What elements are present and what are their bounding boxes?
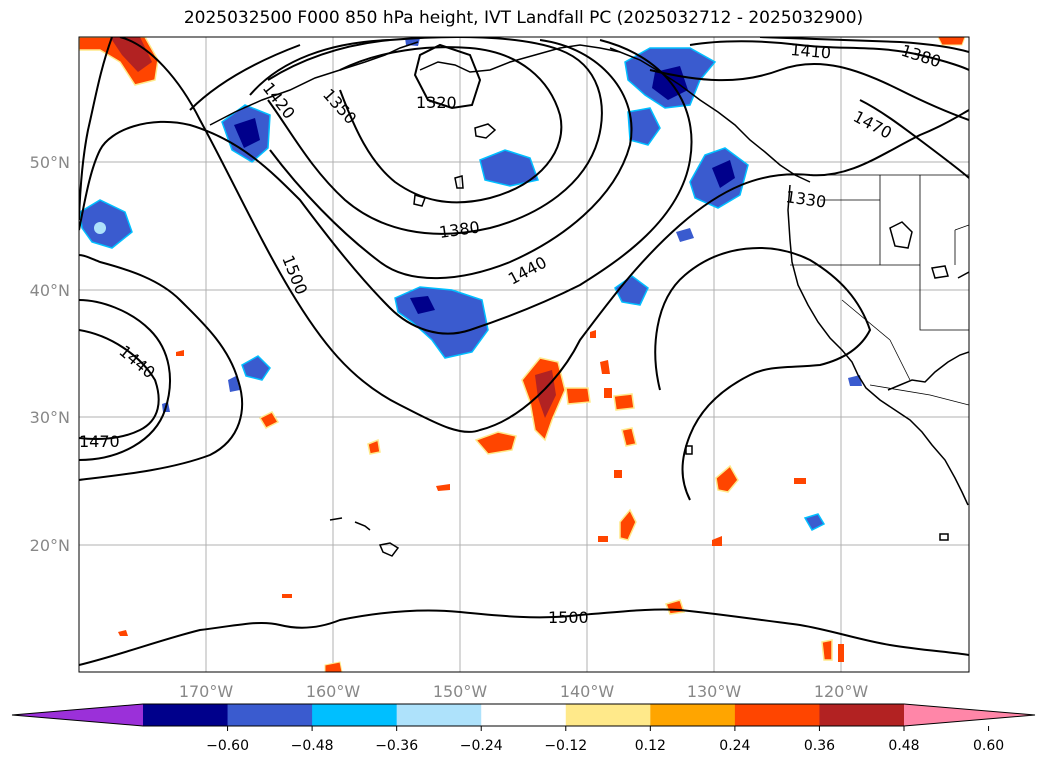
lon-label: 150°W	[433, 682, 488, 701]
colorbar-tick-label: 0.24	[719, 738, 750, 754]
map-frame	[78, 36, 970, 673]
lat-label: 40°N	[30, 281, 70, 300]
colorbar-segment	[396, 704, 482, 726]
colorbar-tick-label: 0.48	[888, 738, 919, 754]
colorbar-tick-label: −0.60	[206, 738, 249, 754]
lat-label: 50°N	[30, 153, 70, 172]
lon-label: 120°W	[814, 682, 869, 701]
colorbar-tick-label: −0.12	[544, 738, 587, 754]
colorbar-outline	[11, 703, 1036, 727]
colorbar-extend-min	[12, 704, 143, 726]
colorbar-segment	[650, 704, 736, 726]
lon-label: 140°W	[560, 682, 615, 701]
colorbar-tick-label: 0.36	[804, 738, 835, 754]
lon-label: 170°W	[179, 682, 234, 701]
lat-label: 30°N	[30, 408, 70, 427]
coastlines	[209, 41, 969, 557]
colorbar-tick-label: −0.48	[291, 738, 334, 754]
colorbar: −0.60 −0.48 −0.36 −0.24 −0.12 0.12 0.24 0.36 0.4…	[11, 703, 1036, 754]
colorbar-segment	[227, 704, 313, 726]
contour-label: 1470	[79, 432, 120, 451]
colorbar-segment	[143, 704, 229, 726]
colorbar-tick-label: −0.24	[460, 738, 503, 754]
contour-label: 1320	[416, 93, 457, 112]
colorbar-segment	[565, 704, 651, 726]
height-contours	[79, 37, 969, 666]
colorbar-segment	[481, 704, 567, 726]
lon-label: 160°W	[306, 682, 361, 701]
colorbar-tick-label: 0.12	[635, 738, 666, 754]
latitude-labels: 50°N 40°N 30°N 20°N	[30, 153, 70, 555]
colorbar-segment	[819, 704, 905, 726]
colorbar-segment	[734, 704, 820, 726]
contour-label: 1410	[790, 40, 832, 62]
colorbar-segment	[312, 704, 398, 726]
colorbar-tick-label: 0.60	[973, 738, 1004, 754]
longitude-labels: 170°W 160°W 150°W 140°W 130°W 120°W	[179, 682, 869, 701]
map-title: 2025032500 F000 850 hPa height, IVT Land…	[183, 8, 864, 28]
lat-label: 20°N	[30, 536, 70, 555]
lon-label: 130°W	[687, 682, 742, 701]
contour-label: 1500	[548, 608, 589, 627]
colorbar-tick-label: −0.36	[375, 738, 418, 754]
colorbar-extend-max	[904, 704, 1035, 726]
